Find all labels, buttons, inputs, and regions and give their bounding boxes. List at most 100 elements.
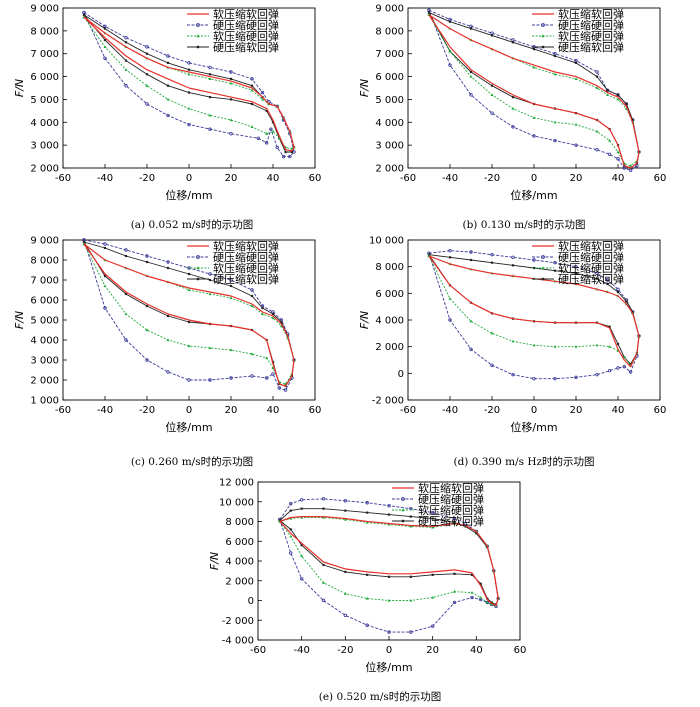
data-point [250,304,254,308]
data-point [595,86,599,90]
legend-label-4: 硬压缩软回弹 [558,272,624,286]
data-point [103,242,107,246]
data-point [616,342,620,346]
y-tick-label: 2 000 [30,164,59,175]
x-tick-label: -40 [97,405,113,416]
data-point [431,595,435,599]
x-tick-label: 0 [531,405,537,416]
x-tick-label: 40 [267,173,280,184]
data-point [343,517,347,521]
y-tick-label: 5 000 [375,95,404,106]
legend-marker [401,519,405,523]
legend-label-3: 软压缩硬回弹 [213,261,279,275]
x-tick-label: 0 [186,405,192,416]
data-point [427,11,431,14]
data-point [280,320,283,324]
data-point [82,240,86,244]
data-point [265,132,269,135]
data-point [103,27,107,30]
data-point [490,261,494,264]
y-tick-label: 12 000 [219,478,254,489]
data-point [606,89,609,92]
data-point [187,122,191,127]
x-tick-label: 20 [225,173,238,184]
data-point [187,320,191,324]
x-tick-label: -40 [442,173,458,184]
data-point [250,352,254,356]
legend-label-2: 硬压缩硬回弹 [213,250,279,264]
x-tick-label: -60 [400,405,416,416]
data-point [284,150,287,154]
data-point [124,312,128,316]
y-tick-label: 4 000 [375,316,404,327]
data-point [511,255,515,260]
legend-label-1: 软压缩软回弹 [213,7,279,21]
data-point [431,573,434,576]
legend-marker [541,34,545,38]
data-point [387,630,391,634]
data-point [208,65,212,70]
y-tick-label: 7 000 [375,49,404,60]
data-point [490,93,494,96]
data-point [261,97,264,101]
data-point [532,134,536,138]
data-point [490,34,494,37]
data-point [166,370,170,374]
data-point [145,328,149,332]
data-point [387,504,391,508]
data-point [283,388,288,392]
data-point [166,260,170,264]
data-point [103,284,107,288]
y-tick-label: 5 000 [30,95,59,106]
data-point [490,602,494,606]
data-point [229,278,233,282]
data-point [452,516,457,521]
x-tick-label: 60 [309,173,322,184]
y-tick-label: 5 000 [30,316,59,327]
data-point [366,511,369,514]
data-point [625,300,628,303]
series-line-3 [279,517,499,606]
y-tick-label: 10 000 [369,236,404,247]
data-point [250,102,254,106]
data-point [574,272,578,275]
y-tick-label: -2 000 [372,396,404,407]
x-tick-label: 60 [654,405,667,416]
legend-marker [196,266,200,270]
data-point [574,264,578,269]
data-point [145,45,149,49]
data-point [103,45,107,48]
data-point [628,168,633,172]
data-point [271,129,275,133]
y-tick-label: -4 000 [222,636,254,647]
data-point [82,13,86,16]
data-point [256,136,260,140]
data-point [607,368,612,373]
data-point [145,254,149,258]
x-tick-label: 40 [612,173,625,184]
legend-marker [541,23,545,27]
data-point [365,623,369,627]
y-tick-label: 8 000 [30,26,59,37]
data-point [469,27,473,30]
data-point [574,143,578,147]
y-tick-label: 9 000 [375,4,404,15]
data-point [300,544,303,547]
data-point [511,125,515,129]
data-point [532,48,536,51]
legend-label-4: 硬压缩软回弹 [213,272,279,286]
data-point [265,376,269,380]
x-tick-label: -60 [55,405,71,416]
y-tick-label: 6 000 [375,289,404,300]
legend-marker [401,497,405,501]
data-point [343,591,347,595]
legend-marker [541,277,545,281]
data-point [271,372,275,376]
data-point [479,595,483,599]
data-point [265,141,269,145]
data-point [250,125,254,128]
data-point [187,272,191,276]
x-tick-label: -40 [293,645,309,656]
data-point [452,600,457,605]
data-point [628,370,633,374]
